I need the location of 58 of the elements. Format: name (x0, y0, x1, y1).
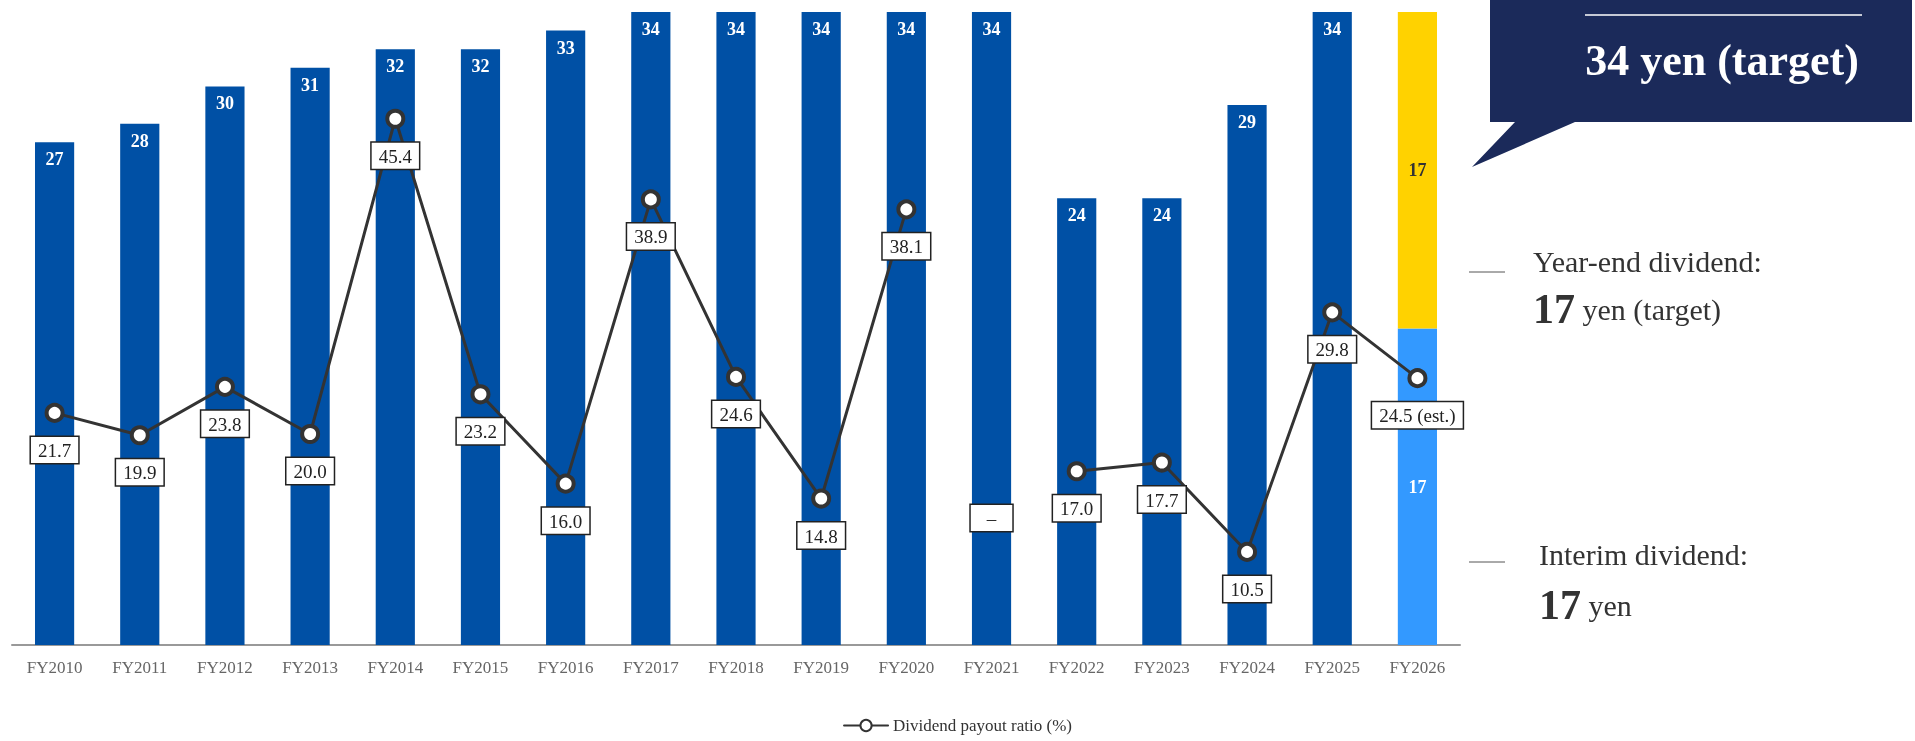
data-label: 10.5 (1230, 578, 1264, 600)
data-label: 28 (130, 130, 149, 151)
data-label: 29 (1238, 112, 1257, 133)
x-tick-label: FY2015 (452, 658, 509, 677)
x-tick-label: FY2021 (963, 658, 1020, 677)
data-label: 17 (1408, 476, 1427, 497)
x-tick-label: FY2012 (197, 658, 253, 677)
x-tick-label: FY2023 (1134, 658, 1190, 677)
x-tick-label: FY2016 (537, 658, 594, 677)
text: Year-end dividend: (1533, 244, 1762, 278)
data-label: 23.8 (208, 413, 242, 435)
x-tick-label: FY2011 (112, 658, 168, 677)
data-label: 27 (45, 149, 64, 170)
data-label: 32 (471, 56, 490, 77)
text: Interim dividend: (1539, 537, 1749, 571)
x-tick-label: FY2018 (708, 658, 764, 677)
data-label: 33 (556, 37, 575, 58)
x-tick-label: FY2024 (1219, 658, 1276, 677)
data-label: 23.2 (463, 421, 498, 443)
data-label: 24.5 (est.) (1379, 405, 1456, 428)
text: – (986, 507, 997, 529)
data-label: 34 (727, 19, 745, 39)
data-label: 34 (897, 19, 916, 39)
data-label: 34 (1323, 19, 1342, 39)
x-tick-label: FY2025 (1304, 658, 1361, 677)
data-label: 17.0 (1060, 498, 1094, 520)
data-label: 34 (812, 19, 831, 39)
x-tick-label: FY2019 (793, 658, 850, 677)
x-tick-label: FY2020 (878, 658, 935, 677)
data-label: 24 (1067, 205, 1086, 226)
data-label: 32 (386, 56, 405, 77)
data-label: 31 (301, 74, 320, 95)
x-tick-label: FY2010 (26, 658, 83, 677)
data-label: 38.1 (889, 236, 923, 258)
data-label: 24.6 (719, 403, 753, 425)
text: 34 yen (target) (1585, 35, 1859, 85)
data-label: 16.0 (549, 510, 583, 532)
data-label: 34 (982, 19, 1001, 39)
data-label: 21.7 (37, 439, 72, 461)
data-label: 19.9 (123, 462, 157, 484)
x-tick-label: FY2013 (282, 658, 338, 677)
x-tick-label: FY2026 (1389, 658, 1446, 677)
data-label: 30 (215, 93, 234, 114)
x-tick-label: FY2022 (1048, 658, 1105, 677)
data-label: 24 (1152, 205, 1171, 226)
legend-label: Dividend payout ratio (%) (893, 716, 1072, 735)
data-label: 34 (641, 19, 660, 39)
data-label: 17 (1408, 160, 1427, 181)
x-tick-label: FY2014 (367, 658, 424, 677)
text: 17 yen (target) (1533, 286, 1722, 332)
data-label: 38.9 (634, 226, 668, 248)
data-label: 20.0 (293, 461, 327, 482)
text: 17 yen (1539, 582, 1632, 628)
x-tick-label: FY2017 (622, 658, 680, 677)
data-label: 17.7 (1145, 489, 1179, 511)
data-label: 14.8 (804, 525, 838, 547)
data-label: 29.8 (1315, 339, 1349, 361)
data-label: 45.4 (378, 145, 413, 167)
